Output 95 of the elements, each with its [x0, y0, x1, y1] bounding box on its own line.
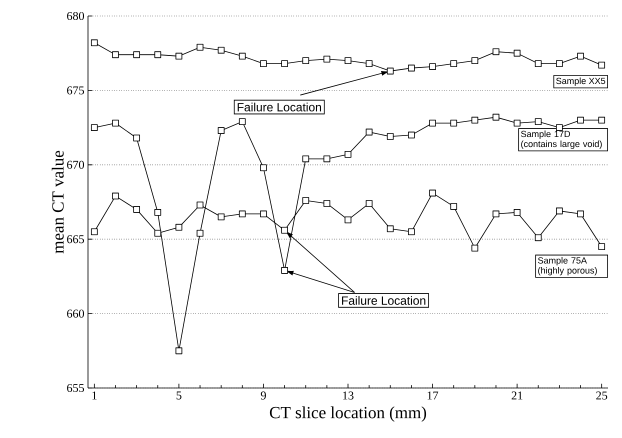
point — [408, 132, 415, 138]
point — [154, 230, 162, 237]
point — [260, 164, 267, 172]
point — [90, 124, 98, 131]
point — [514, 120, 520, 127]
point — [154, 209, 162, 216]
point — [176, 224, 182, 231]
x-tick-label: 17 — [428, 392, 438, 400]
x-tick-label: 13 — [343, 392, 354, 400]
x-tick-label: 1 — [92, 392, 97, 400]
point — [112, 51, 119, 58]
series-label: Sample 75A (highly porous) — [538, 257, 597, 276]
point — [154, 51, 162, 58]
point — [238, 118, 246, 126]
point — [534, 60, 542, 67]
point — [534, 234, 542, 242]
point — [196, 202, 204, 208]
point — [366, 128, 373, 136]
point — [598, 243, 606, 250]
series-label: Sample 17D (contains large void) — [521, 130, 602, 149]
point — [281, 226, 288, 234]
point — [577, 52, 584, 60]
point — [344, 216, 352, 224]
point — [450, 203, 458, 210]
point — [534, 118, 542, 126]
point — [218, 46, 225, 54]
point — [133, 134, 140, 142]
point — [598, 62, 606, 68]
x-axis-title: CT slice location (mm) — [270, 406, 426, 422]
y-tick-label: 670 — [67, 160, 84, 169]
point — [260, 60, 267, 67]
point — [323, 155, 330, 162]
point — [281, 60, 288, 67]
point — [260, 210, 267, 218]
point — [323, 200, 330, 207]
point — [112, 120, 119, 127]
series-label: Sample XX5 — [556, 77, 606, 86]
point — [281, 267, 288, 274]
point — [196, 44, 204, 51]
point — [429, 120, 436, 127]
point — [344, 150, 352, 158]
y-axis-title: mean CT value — [52, 150, 64, 254]
y-tick-label: 660 — [67, 310, 84, 318]
point — [450, 120, 458, 127]
x-tick-label: 5 — [176, 392, 182, 400]
point — [218, 127, 225, 134]
point — [302, 155, 310, 162]
point — [408, 228, 415, 236]
point — [514, 50, 520, 57]
point — [133, 206, 140, 213]
point — [176, 52, 182, 60]
point — [386, 68, 394, 74]
point — [408, 64, 415, 72]
point — [90, 228, 98, 236]
x-tick-label: 9 — [260, 392, 266, 400]
point — [302, 197, 310, 204]
point — [386, 133, 394, 140]
point — [323, 56, 330, 63]
point — [471, 116, 478, 124]
point — [238, 52, 246, 60]
point — [492, 210, 500, 218]
annotation: Failure Location — [238, 102, 322, 112]
point — [366, 60, 373, 67]
point — [514, 209, 520, 216]
point — [112, 192, 119, 200]
point — [386, 225, 394, 232]
point — [196, 230, 204, 237]
point — [218, 213, 225, 220]
point — [366, 200, 373, 207]
point — [471, 57, 478, 64]
point — [238, 210, 246, 218]
y-tick-label: 675 — [67, 86, 84, 94]
point — [176, 347, 182, 354]
point — [450, 60, 458, 67]
point — [492, 48, 500, 56]
annotation: Failure Location — [342, 296, 426, 305]
point — [556, 208, 563, 214]
point — [556, 124, 563, 131]
point — [90, 39, 98, 46]
point — [577, 210, 584, 218]
x-tick-label: 21 — [512, 392, 522, 400]
point — [471, 244, 478, 252]
point — [429, 63, 436, 70]
point — [429, 190, 436, 196]
point — [302, 57, 310, 64]
point — [344, 57, 352, 64]
y-tick-label: 680 — [67, 12, 84, 20]
y-tick-label: 655 — [67, 384, 84, 392]
point — [577, 116, 584, 124]
point — [598, 116, 606, 124]
point — [133, 51, 140, 58]
y-tick-label: 665 — [67, 235, 84, 244]
point — [556, 60, 563, 67]
point — [492, 114, 500, 121]
x-tick-label: 25 — [596, 392, 608, 400]
